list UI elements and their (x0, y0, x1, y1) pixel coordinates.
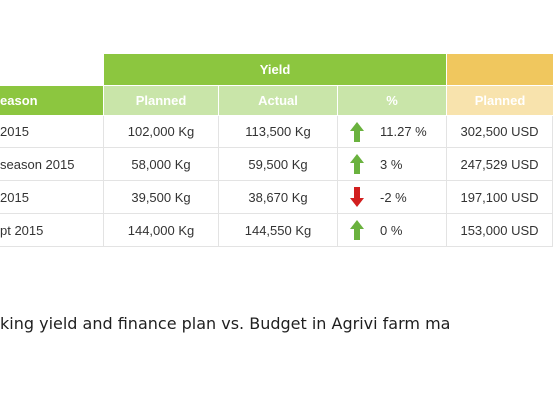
yield-actual-cell: 38,670 Kg (219, 181, 338, 214)
yield-pct-text: -2 % (380, 189, 407, 205)
budget-group-header (447, 54, 553, 85)
yield-actual-text: 38,670 Kg (248, 189, 308, 205)
budget-planned-cell: 247,529 USD (447, 148, 553, 181)
yield-planned-header-label: Planned (135, 93, 187, 108)
yield-planned-text: 58,000 Kg (131, 156, 191, 172)
yield-group-label: Yield (259, 62, 291, 77)
season-text: pt 2015 (0, 222, 44, 238)
figure-caption: king yield and finance plan vs. Budget i… (0, 314, 451, 333)
yield-actual-cell: 144,550 Kg (219, 214, 338, 247)
yield-planned-cell: 39,500 Kg (104, 181, 219, 214)
yield-actual-cell: 59,500 Kg (219, 148, 338, 181)
yield-pct-text: 11.27 % (380, 124, 427, 139)
yield-pct-text: 3 % (380, 156, 403, 172)
season-text: season 2015 (0, 156, 75, 172)
season-header-label: eason (0, 93, 38, 108)
yield-pct-cell: 0 % (338, 214, 447, 247)
yield-actual-text: 144,550 Kg (244, 222, 312, 238)
yield-planned-text: 144,000 Kg (127, 222, 195, 238)
yield-planned-text: 39,500 Kg (131, 189, 191, 205)
budget-planned-text: 197,100 USD (460, 189, 539, 205)
arrow-up-icon (350, 220, 364, 240)
arrow-down-icon (350, 187, 364, 207)
budget-planned-header: Planned (447, 86, 553, 115)
yield-planned-cell: 144,000 Kg (104, 214, 219, 247)
yield-planned-text: 102,000 Kg (127, 124, 195, 139)
season-text: 2015 (0, 124, 29, 139)
budget-planned-cell: 302,500 USD (447, 116, 553, 148)
yield-pct-header: % (338, 86, 446, 115)
budget-planned-cell: 197,100 USD (447, 181, 553, 214)
arrow-up-icon (350, 121, 364, 142)
season-cell: pt 2015 (0, 214, 104, 247)
budget-planned-text: 247,529 USD (460, 156, 539, 172)
yield-finance-table: Yield eason Planned Actual % Planned 201… (0, 54, 553, 247)
yield-pct-cell: -2 % (338, 181, 447, 214)
season-cell: season 2015 (0, 148, 104, 181)
budget-planned-header-label: Planned (474, 93, 526, 108)
yield-planned-cell: 58,000 Kg (104, 148, 219, 181)
yield-group-header: Yield (104, 54, 446, 85)
budget-planned-cell: 153,000 USD (447, 214, 553, 247)
season-text: 2015 (0, 189, 29, 205)
season-cell: 2015 (0, 181, 104, 214)
yield-pct-cell: 11.27 % (338, 116, 447, 148)
season-column-header: eason (0, 86, 103, 115)
yield-pct-header-label: % (386, 93, 398, 108)
yield-actual-header-label: Actual (258, 93, 298, 108)
season-cell: 2015 (0, 116, 104, 148)
budget-planned-text: 302,500 USD (460, 124, 539, 139)
yield-planned-header: Planned (104, 86, 218, 115)
arrow-up-icon (350, 154, 364, 174)
yield-actual-text: 113,500 Kg (245, 124, 311, 139)
yield-actual-text: 59,500 Kg (248, 156, 308, 172)
yield-planned-cell: 102,000 Kg (104, 116, 219, 148)
yield-actual-header: Actual (219, 86, 337, 115)
yield-actual-cell: 113,500 Kg (219, 116, 338, 148)
yield-pct-cell: 3 % (338, 148, 447, 181)
budget-planned-text: 153,000 USD (460, 222, 539, 238)
yield-pct-text: 0 % (380, 222, 403, 238)
